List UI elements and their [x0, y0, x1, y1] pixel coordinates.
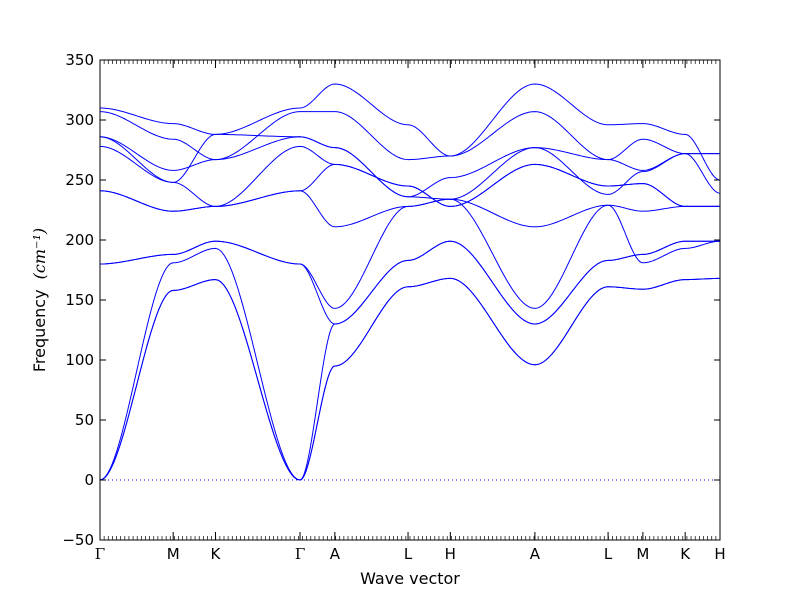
band-line — [99, 83, 721, 181]
x-tick-label: Γ — [295, 545, 305, 563]
y-tick-label: 0 — [84, 471, 94, 489]
plot-background — [100, 60, 720, 540]
y-tick-label: 300 — [65, 111, 94, 129]
y-tick-label: −50 — [62, 531, 94, 549]
band-line — [99, 136, 720, 198]
x-tick-label: K — [680, 545, 691, 563]
x-tick-label: A — [330, 545, 341, 563]
x-tick-label: A — [530, 545, 541, 563]
x-tick-label: K — [211, 545, 222, 563]
band-line — [99, 133, 721, 200]
y-axis-title-unit: (cm⁻¹) — [30, 228, 49, 279]
x-axis-title: Wave vector — [360, 569, 460, 588]
x-tick-label: H — [445, 545, 456, 563]
y-tick-label: 100 — [65, 351, 94, 369]
x-tick-label: M — [636, 545, 649, 563]
band-line — [99, 277, 720, 481]
y-tick-label: 350 — [65, 51, 94, 69]
y-tick-label: 50 — [75, 411, 94, 429]
y-tick-label: 200 — [65, 231, 94, 249]
band-line — [99, 145, 720, 207]
y-tick-label: 250 — [65, 171, 94, 189]
band-line — [99, 111, 720, 161]
plot-frame — [99, 59, 721, 541]
x-tick-label: Γ — [95, 545, 105, 563]
x-tick-label: M — [167, 545, 180, 563]
y-tick-label: 150 — [65, 291, 94, 309]
series-layer — [99, 83, 721, 481]
x-tick-label: L — [404, 545, 413, 563]
x-tick-label: L — [604, 545, 613, 563]
y-axis-title: Frequency (cm⁻¹) — [30, 228, 49, 372]
x-tick-label: H — [714, 545, 725, 563]
y-axis-title-text: Frequency — [30, 289, 49, 372]
y-tick-labels: −50 0 50 100 150 200 250 300 350 — [62, 51, 94, 549]
